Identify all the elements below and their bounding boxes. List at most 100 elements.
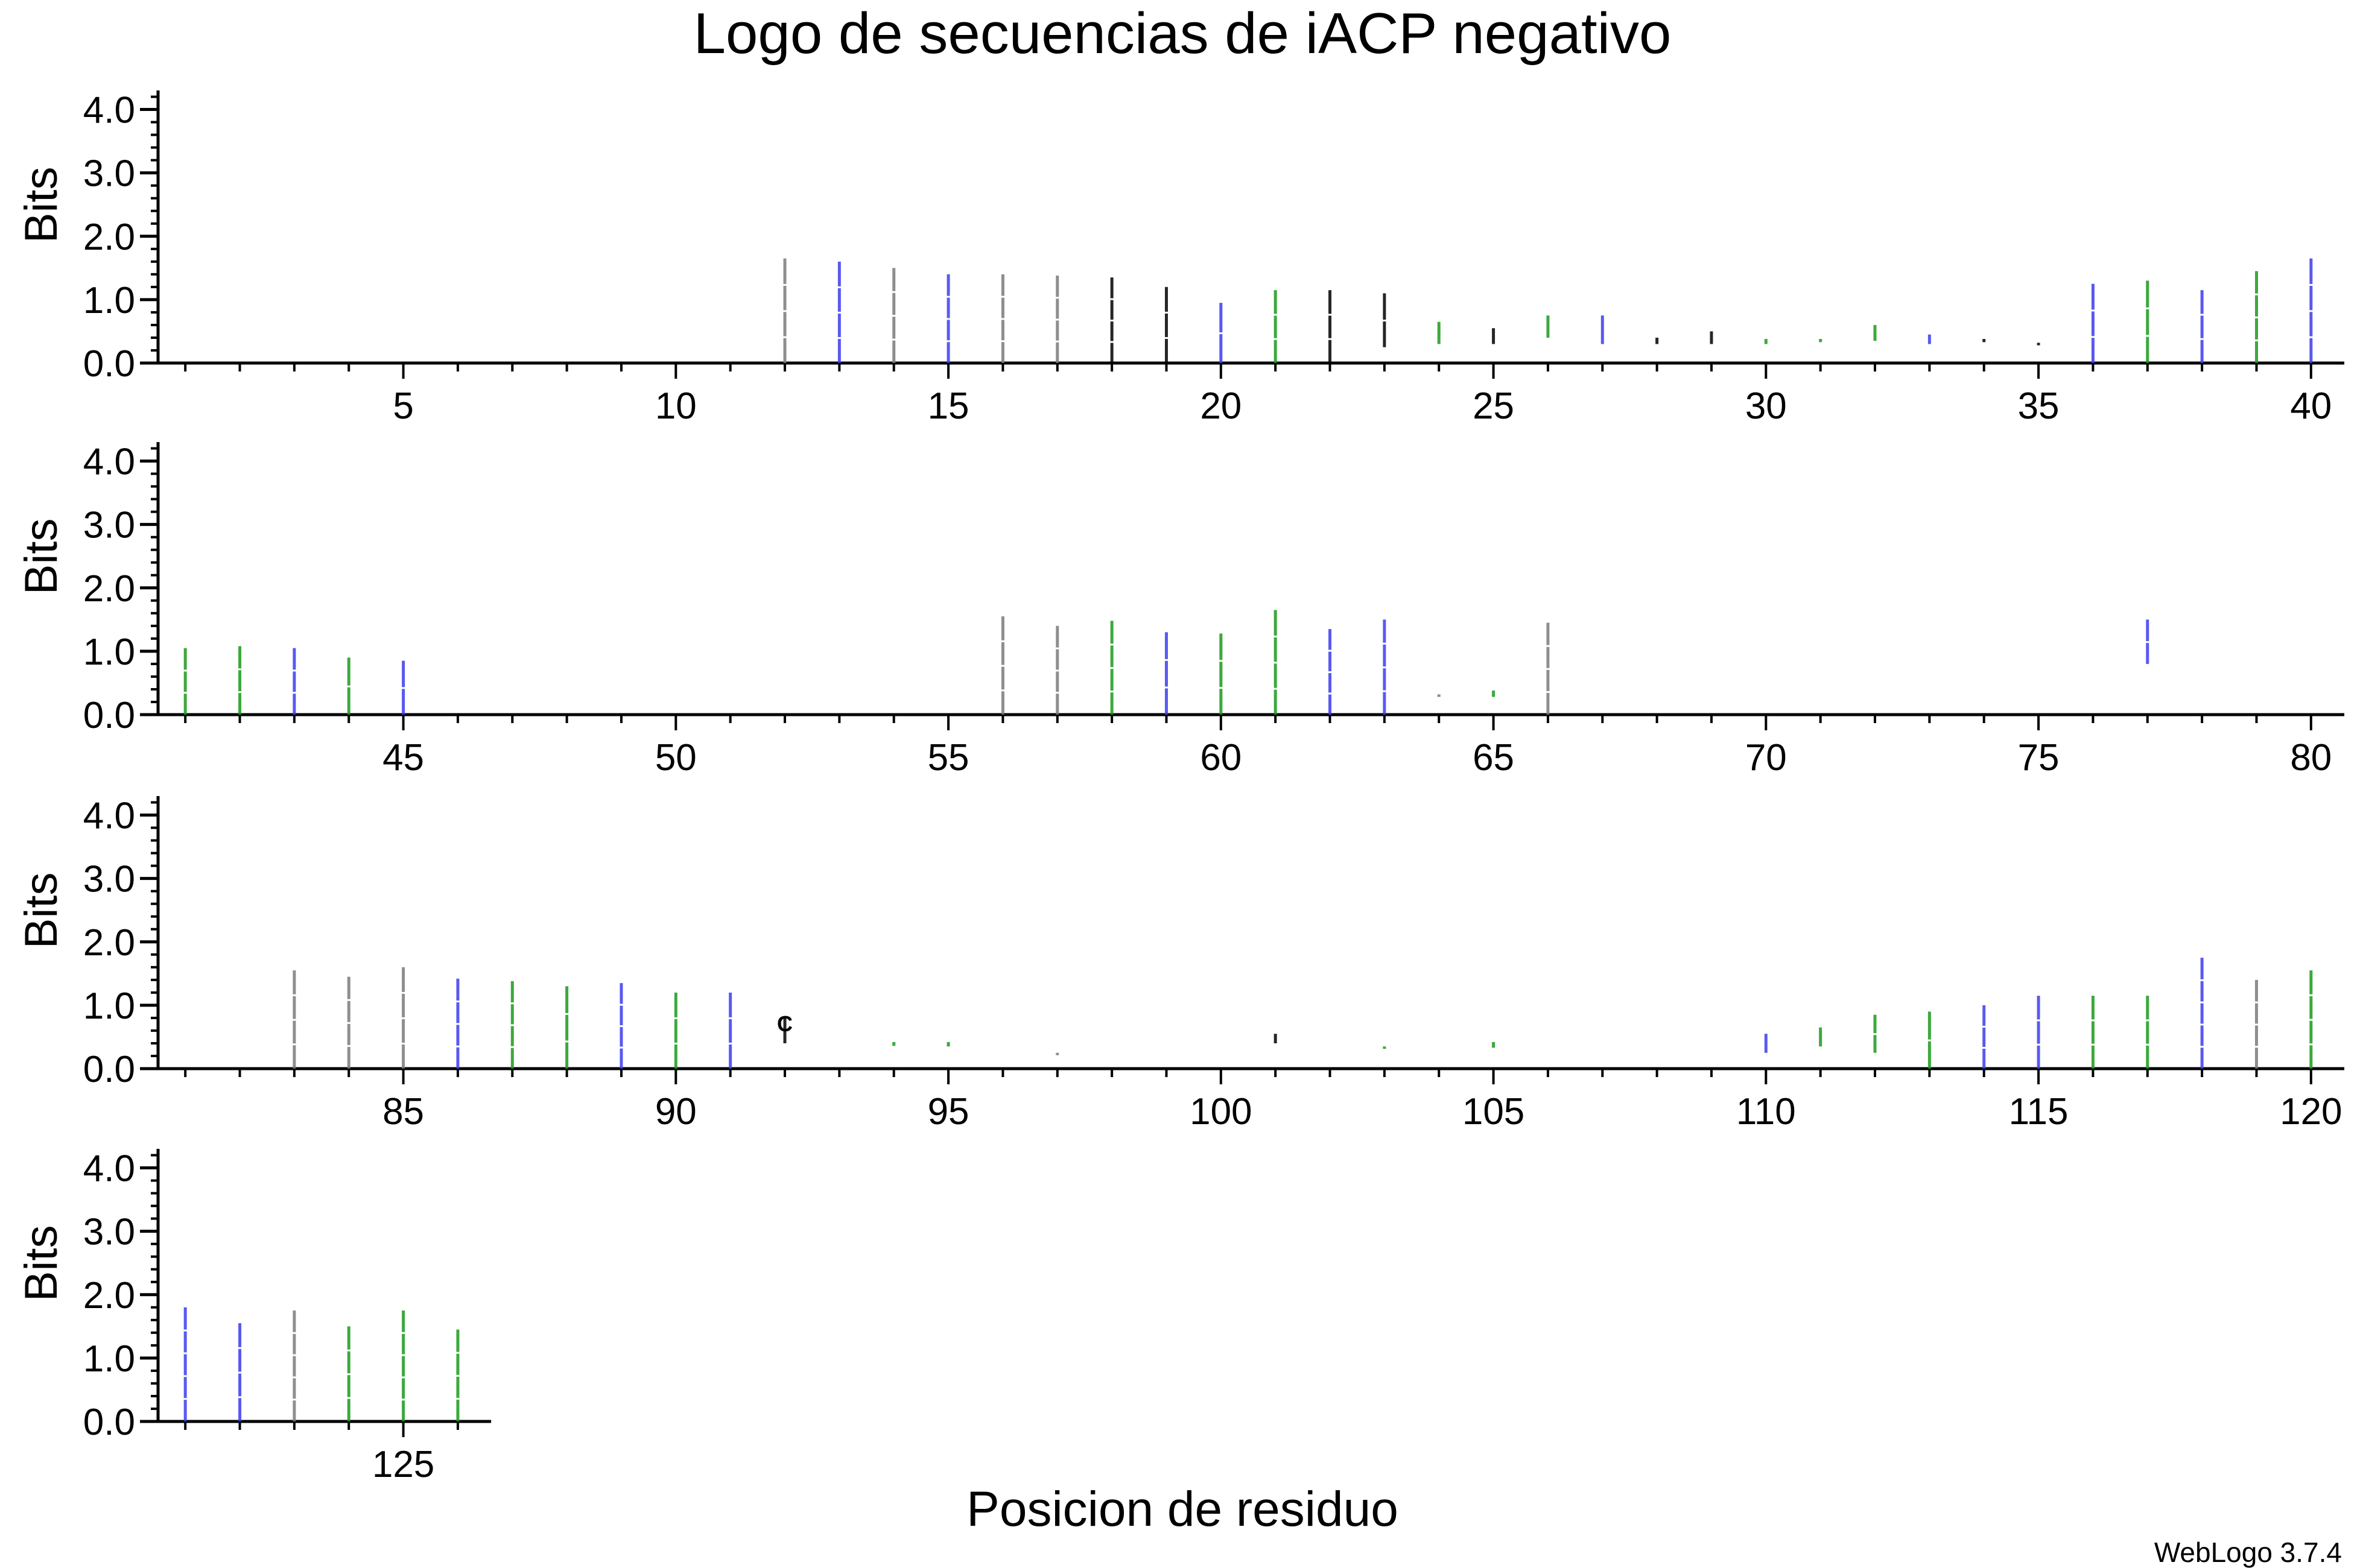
stack-gap <box>1000 340 1006 343</box>
stack-gap <box>891 315 896 317</box>
y-tick-label: 1.0 <box>83 280 135 321</box>
stack-gap <box>2145 1043 2150 1046</box>
stack-gap <box>1000 318 1006 320</box>
stack-gap <box>728 1017 733 1019</box>
stack-gap <box>237 1396 243 1399</box>
stack-gap <box>618 1046 624 1049</box>
stack-gap <box>2036 1043 2041 1046</box>
x-tick-label: 125 <box>372 1444 434 1485</box>
x-tick-label: 90 <box>655 1091 697 1133</box>
x-axis-title: Posicion de residuo <box>966 1482 1398 1537</box>
stack-gap <box>401 687 406 689</box>
stack-position-103 <box>1383 1046 1386 1049</box>
stack-position-60 <box>1219 633 1223 715</box>
stack-position-42 <box>238 646 242 715</box>
stack-gap <box>1109 298 1115 300</box>
stack-gap <box>837 311 842 314</box>
stack-gap <box>1327 692 1333 695</box>
stack-gap <box>1000 689 1006 692</box>
stack-gap <box>2145 641 2150 643</box>
stack-gap <box>1327 650 1333 652</box>
stack-gap <box>2308 1019 2314 1021</box>
stack-position-26 <box>1546 315 1550 338</box>
stack-position-114 <box>1982 1005 1986 1069</box>
stack-gap <box>291 994 297 996</box>
stack-gap <box>346 1022 352 1024</box>
stack-position-34 <box>1982 339 1986 343</box>
stack-position-24 <box>1437 321 1441 344</box>
logo-panels: 0.0 1.0 2.0 3.0 4.0 Bits 5 10 15 20 25 30 35 40 0.0 1.0… <box>16 90 2344 1485</box>
y-tick-label: 4.0 <box>83 795 135 837</box>
logo-panel-4: 0.0 1.0 2.0 3.0 4.0 Bits 125 <box>16 1148 492 1485</box>
stack-gap <box>455 1374 460 1377</box>
stack-gap <box>1381 690 1387 692</box>
y-tick-label: 2.0 <box>83 568 135 610</box>
y-tick-label: 3.0 <box>83 153 135 195</box>
y-tick-label: 1.0 <box>83 631 135 673</box>
stack-gap <box>1055 340 1060 343</box>
x-tick-label: 110 <box>1736 1091 1796 1133</box>
stack-gap <box>2254 1001 2259 1004</box>
stack-gap <box>183 1375 188 1377</box>
stack-gap <box>1273 688 1278 690</box>
stack-gap <box>346 1045 352 1047</box>
stack-gap <box>1109 341 1115 343</box>
stack-position-36 <box>2091 283 2095 363</box>
y-tick-label: 0.0 <box>83 343 135 385</box>
stack-position-95 <box>947 1042 950 1047</box>
stack-gap <box>2090 1043 2096 1046</box>
stack-gap <box>2254 1023 2259 1026</box>
stack-gap <box>1381 642 1387 645</box>
x-tick-label: 120 <box>2280 1091 2342 1133</box>
stack-position-91 <box>729 992 732 1069</box>
stack-position-38 <box>2200 290 2204 363</box>
stack-position-41 <box>183 648 187 715</box>
stack-gap <box>1218 332 1223 335</box>
y-axis-title: Bits <box>16 166 67 243</box>
x-tick-label: 80 <box>2290 737 2332 779</box>
stack-gap <box>2200 1001 2205 1004</box>
stack-position-25 <box>1492 328 1496 344</box>
weblogo-footer: WebLogo 3.7.4 <box>2154 1537 2342 1568</box>
stack-gap <box>291 1399 297 1401</box>
stack-gap <box>401 991 406 994</box>
stack-position-43 <box>293 648 296 715</box>
stack-gap <box>2036 1019 2041 1022</box>
x-tick-label: 5 <box>393 385 413 427</box>
x-tick-label: 65 <box>1473 737 1514 779</box>
x-tick-label: 45 <box>382 737 424 779</box>
stack-position-101 <box>1273 1034 1277 1043</box>
y-tick-label: 2.0 <box>83 1275 135 1317</box>
x-tick-label: 15 <box>928 385 969 427</box>
logo-panel-3: 0.0 1.0 2.0 3.0 4.0 Bits 85 90 95 100 105 110 115 120… <box>16 795 2344 1133</box>
stack-gap <box>673 1042 679 1045</box>
stack-position-29 <box>1710 331 1713 344</box>
stack-position-19 <box>1164 286 1168 363</box>
stack-gap <box>455 1001 460 1003</box>
stack-gap <box>1545 691 1550 693</box>
stack-position-111 <box>1819 1027 1822 1047</box>
y-tick-label: 0.0 <box>83 695 135 736</box>
logo-panel-2: 0.0 1.0 2.0 3.0 4.0 Bits 45 50 55 60 65 70 75 80 <box>16 441 2344 779</box>
stack-gap <box>1109 691 1115 693</box>
stack-gap <box>1381 320 1387 322</box>
x-tick-label: 115 <box>2009 1091 2069 1133</box>
stack-position-65 <box>1492 691 1496 697</box>
stack-gap <box>1218 660 1223 662</box>
stack-position-125 <box>402 1310 405 1421</box>
stack-gap <box>510 1024 515 1026</box>
stack-position-22 <box>1328 290 1332 363</box>
stack-position-118 <box>2200 958 2204 1069</box>
stack-gap <box>782 283 788 286</box>
stack-gap <box>946 318 951 320</box>
stack-gap <box>291 1043 297 1046</box>
stack-position-59 <box>1164 632 1168 715</box>
stack-gap <box>183 1398 188 1400</box>
stack-gap <box>1381 666 1387 669</box>
y-tick-label: 0.0 <box>83 1402 135 1443</box>
y-tick-label: 3.0 <box>83 859 135 900</box>
y-tick-label: 2.0 <box>83 922 135 964</box>
x-tick-label: 95 <box>928 1091 969 1133</box>
stack-gap <box>1000 665 1006 667</box>
x-tick-label: 40 <box>2290 385 2332 427</box>
